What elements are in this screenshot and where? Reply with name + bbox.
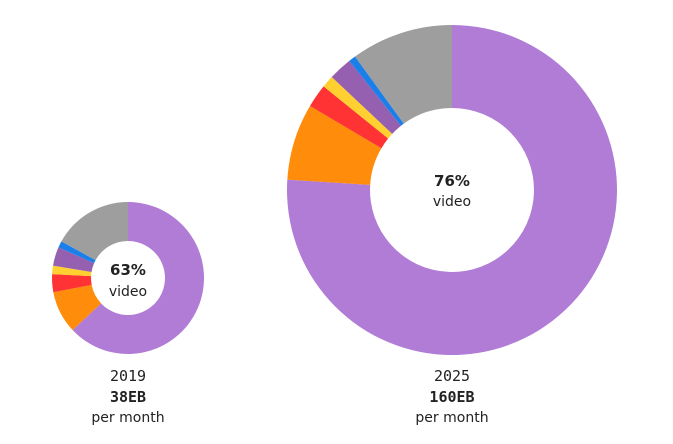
slice-2019-1 — [53, 284, 102, 331]
caption-2019: 2019 38EB per month — [48, 366, 208, 429]
center-label-2025: video — [433, 194, 471, 210]
donut-2025 — [287, 25, 618, 355]
slice-2025-2 — [309, 86, 389, 149]
traffic-unit: per month — [415, 410, 489, 426]
traffic-total: 160EB — [429, 388, 475, 406]
center-label-2019: video — [109, 284, 147, 300]
slice-2025-3 — [323, 77, 393, 139]
slice-2019-4 — [53, 247, 95, 272]
year-label: 2019 — [109, 367, 147, 385]
caption-2025: 2025 160EB per month — [372, 366, 532, 429]
slice-2025-1 — [287, 106, 382, 185]
year-label: 2025 — [433, 367, 471, 385]
slice-2019-5 — [58, 241, 96, 264]
center-value-2019: 63% — [110, 261, 146, 279]
center-value-2025: 76% — [434, 172, 470, 190]
slice-2025-6 — [355, 25, 452, 124]
slice-2025-4 — [331, 60, 401, 134]
slice-2019-6 — [61, 202, 128, 261]
traffic-total: 38EB — [109, 388, 147, 406]
slice-2025-0 — [287, 25, 618, 355]
slice-2019-0 — [72, 202, 205, 355]
slice-2025-5 — [349, 56, 404, 126]
slice-2019-3 — [52, 265, 92, 277]
donut-2019 — [52, 202, 205, 355]
traffic-unit: per month — [91, 410, 165, 426]
slice-2019-2 — [52, 274, 92, 293]
